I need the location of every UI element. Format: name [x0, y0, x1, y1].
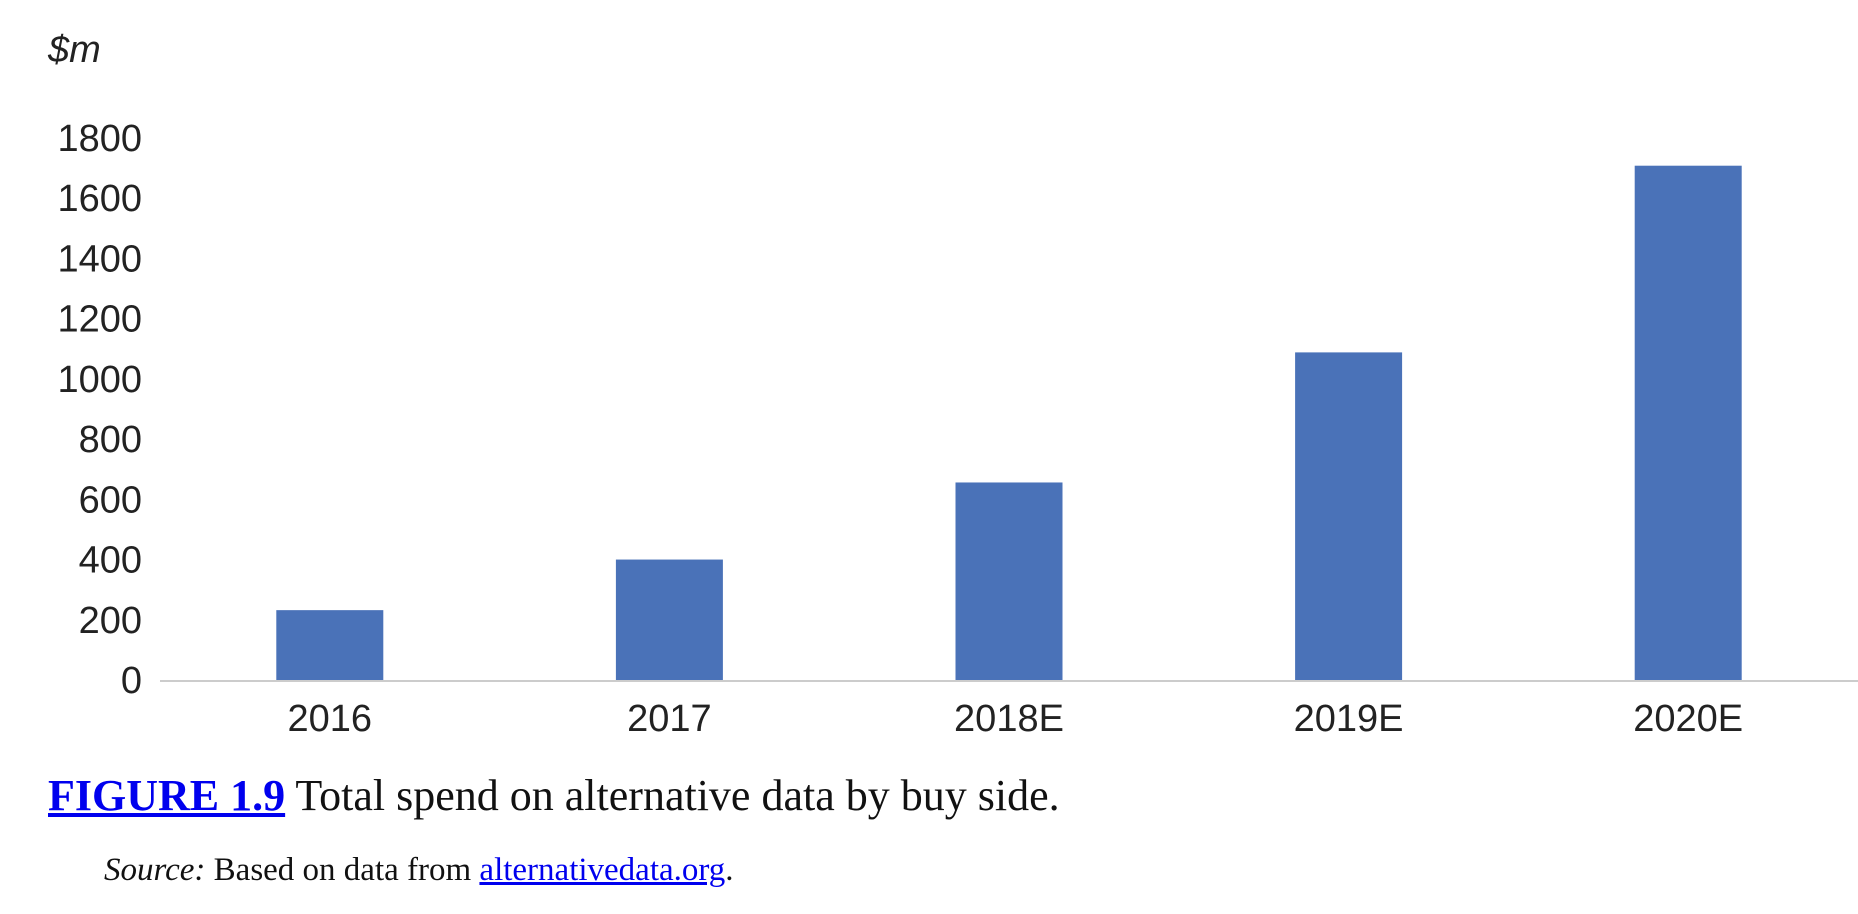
bar-chart: $m 0 200 400 600 800 1000 1200 1400 1600 1800 201…: [47, 29, 1858, 740]
bar-2020E: [1634, 165, 1742, 681]
bars: [276, 165, 1742, 681]
bar-2016: [276, 610, 384, 680]
x-tick-label: 2017: [627, 698, 712, 740]
y-tick-label: 1000: [57, 359, 142, 401]
x-axis-ticks: 2016 2017 2018E 2019E 2020E: [288, 698, 1744, 740]
y-tick-label: 800: [79, 419, 142, 461]
x-tick-label: 2016: [288, 698, 373, 740]
y-axis-unit-label: $m: [47, 29, 101, 71]
y-tick-label: 200: [79, 600, 142, 642]
y-tick-label: 400: [79, 540, 142, 582]
bar-2018E: [955, 482, 1063, 680]
y-tick-label: 1200: [57, 299, 142, 341]
source-trailing: .: [725, 852, 734, 888]
bar-2019E: [1295, 352, 1403, 680]
x-tick-label: 2018E: [954, 698, 1064, 740]
y-tick-label: 1600: [57, 178, 142, 220]
source-link[interactable]: alternativedata.org: [479, 852, 726, 888]
figure-label-link[interactable]: FIGURE 1.9: [48, 771, 286, 820]
source-text: Based on data from: [213, 852, 472, 888]
y-tick-label: 600: [79, 479, 142, 521]
y-tick-label: 0: [121, 660, 142, 702]
x-tick-label: 2020E: [1633, 698, 1743, 740]
caption-text: Total spend on alternative data by buy s…: [295, 771, 1060, 820]
source-label: Source:: [104, 852, 206, 888]
y-axis-ticks: 0 200 400 600 800 1000 1200 1400 1600 1800: [57, 118, 142, 702]
source-line: Source: Based on data from alternativeda…: [104, 852, 734, 889]
figure-caption: FIGURE 1.9 Total spend on alternative da…: [48, 770, 1060, 821]
y-tick-label: 1400: [57, 238, 142, 280]
y-tick-label: 1800: [57, 118, 142, 160]
x-tick-label: 2019E: [1294, 698, 1404, 740]
bar-2017: [615, 559, 723, 680]
